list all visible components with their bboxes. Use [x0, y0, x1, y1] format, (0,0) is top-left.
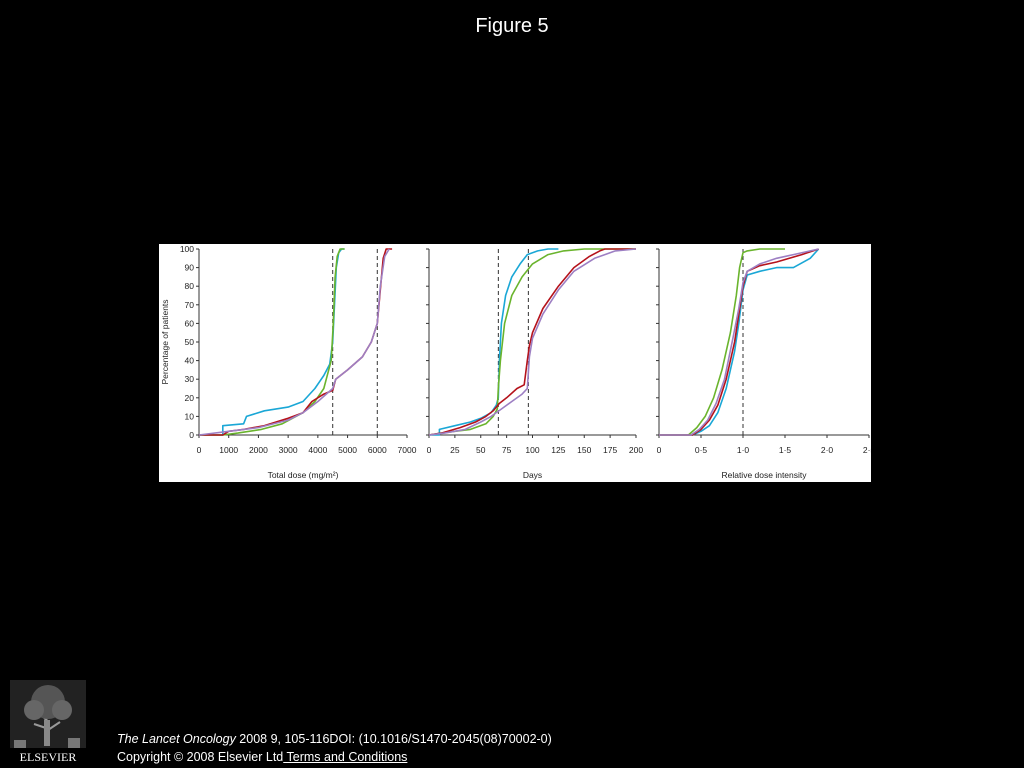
x-tick-label: 4000 [308, 445, 327, 455]
copyright-line: Copyright © 2008 Elsevier Ltd Terms and … [117, 748, 552, 766]
x-tick-label: 1·5 [779, 445, 792, 455]
x-tick-label: 5000 [338, 445, 357, 455]
x-tick-label: 1000 [219, 445, 238, 455]
slide-title: Figure 5 [475, 15, 549, 37]
series-line-3-2 [659, 248, 785, 436]
x-tick-label: 1·0 [737, 445, 750, 455]
series-line-2-3 [428, 248, 636, 436]
x-tick-label: 2·5 [863, 445, 871, 455]
series-line-1-2 [199, 248, 345, 436]
citation-details: 2008 9, 105-116DOI: (10.1016/S1470-2045(… [235, 732, 552, 746]
x-tick-label: 2·0 [821, 445, 834, 455]
y-tick-label: 90 [185, 263, 195, 273]
x-tick-label: 75 [502, 445, 512, 455]
y-tick-label: 100 [180, 244, 194, 254]
journal-name: The Lancet Oncology [117, 732, 236, 746]
logo-wordmark: ELSEVIER [20, 750, 77, 764]
series-line-3-4 [659, 248, 819, 436]
series-line-3-3 [659, 248, 819, 436]
x-axis-title: Days [523, 470, 542, 480]
x-tick-label: 150 [577, 445, 591, 455]
figure-panel: 0 10 20 30 40 50 60 70 80 90 100 0 1000 2000 3000 4000 5… [159, 244, 871, 482]
y-tick-label: 70 [185, 300, 195, 310]
citation-footer: The Lancet Oncology 2008 9, 105-116DOI: … [117, 730, 552, 766]
y-tick-label: 40 [185, 356, 195, 366]
x-tick-label: 0 [197, 445, 202, 455]
series-line-2-4 [428, 248, 637, 436]
citation-line: The Lancet Oncology 2008 9, 105-116DOI: … [117, 730, 552, 748]
y-tick-label: 60 [185, 318, 195, 328]
x-tick-label: 0·5 [695, 445, 708, 455]
x-tick-label: 2000 [249, 445, 268, 455]
y-axis-title: Percentage of patients [160, 299, 170, 384]
series-line-1-3 [199, 248, 393, 436]
series-line-2-1 [429, 248, 559, 436]
y-tick-label: 80 [185, 281, 195, 291]
x-tick-label: 50 [476, 445, 486, 455]
x-tick-label: 100 [525, 445, 539, 455]
x-tick-label: 175 [603, 445, 617, 455]
x-tick-label: 25 [450, 445, 460, 455]
x-axis-title: Total dose (mg/m²) [268, 470, 339, 480]
x-axis-title: Relative dose intensity [721, 470, 807, 480]
copyright-text: Copyright © 2008 Elsevier Ltd [117, 750, 284, 764]
x-tick-label: 0 [427, 445, 432, 455]
x-tick-label: 6000 [368, 445, 387, 455]
terms-and-conditions-link[interactable]: Terms and Conditions [283, 750, 408, 764]
elsevier-logo: ELSEVIER [10, 680, 86, 764]
series-line-1-1 [199, 248, 345, 436]
x-tick-label: 200 [629, 445, 643, 455]
series-line-1-4 [198, 248, 390, 436]
x-tick-label: 3000 [279, 445, 298, 455]
x-tick-label: 0 [657, 445, 662, 455]
y-tick-label: 20 [185, 393, 195, 403]
y-tick-label: 0 [189, 430, 194, 440]
x-tick-label: 7000 [398, 445, 417, 455]
series-line-3-1 [659, 248, 820, 436]
x-tick-label: 125 [551, 445, 565, 455]
y-tick-label: 50 [185, 337, 195, 347]
y-tick-label: 30 [185, 374, 195, 384]
y-tick-label: 10 [185, 411, 195, 421]
